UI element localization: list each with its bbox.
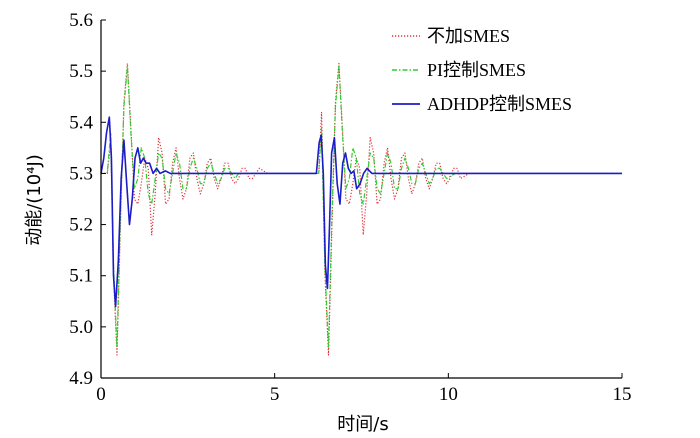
legend-label-2: PI控制SMES — [427, 60, 526, 80]
x-tick-label: 0 — [96, 384, 106, 405]
y-tick-label: 5.6 — [69, 10, 93, 31]
y-tick-label: 5.4 — [69, 112, 93, 133]
series-line-2 — [101, 65, 622, 348]
y-tick-label: 5.2 — [69, 215, 93, 236]
axes-layer — [100, 20, 622, 379]
y-tick-label: 5.5 — [69, 61, 93, 82]
y-tick-label: 5.3 — [69, 163, 93, 184]
x-tick-label: 5 — [270, 384, 280, 405]
y-axis-title: 动能/(10⁴J) — [24, 154, 45, 246]
legend-label-1: 不加SMES — [427, 26, 510, 46]
series-layer — [100, 62, 622, 356]
y-tick-label: 5.0 — [69, 317, 93, 338]
legend-label-3: ADHDP控制SMES — [427, 94, 572, 114]
x-axis-title: 时间/s — [337, 414, 388, 435]
series-line-3 — [100, 116, 622, 308]
y-tick-label: 5.1 — [69, 266, 93, 287]
y-tick-label: 4.9 — [69, 368, 93, 389]
legend: 不加SMES PI控制SMES ADHDP控制SMES — [392, 26, 572, 114]
x-tick-label: 10 — [439, 384, 458, 405]
x-tick-label: 15 — [613, 384, 632, 405]
ticks-layer: 0 5 10 15 4.9 5.0 5.1 5.2 5.3 5.4 5.5 5.6 — [69, 10, 631, 405]
